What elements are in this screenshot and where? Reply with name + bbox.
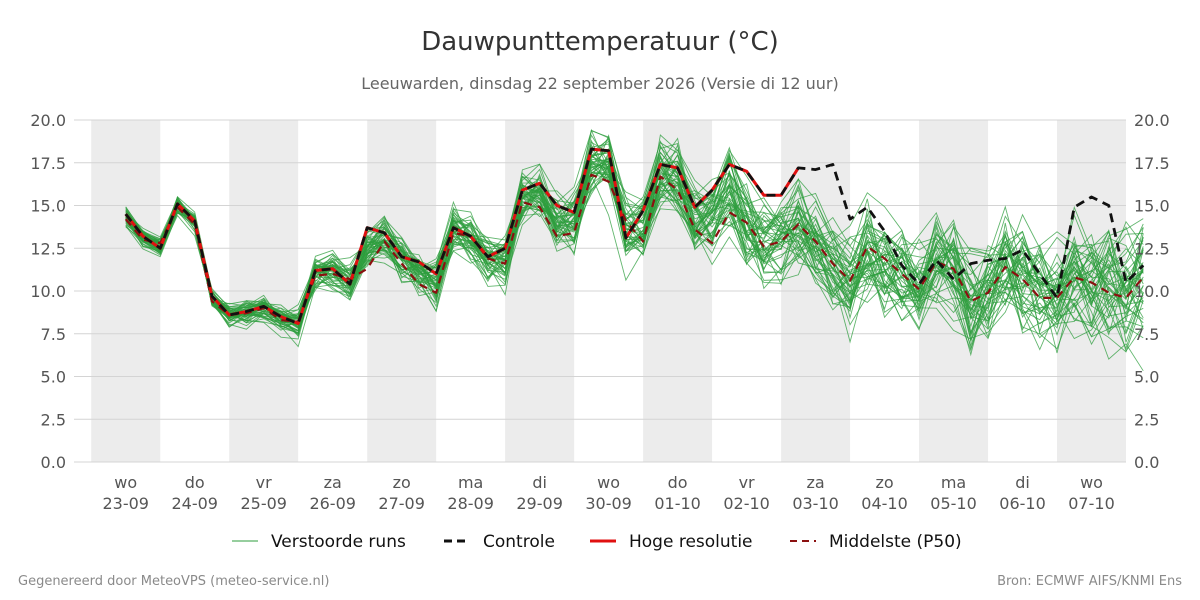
y-tick-label-right: 2.5 (1134, 410, 1159, 429)
y-tick-label-right: 5.0 (1134, 368, 1159, 387)
legend: Verstoorde runs Controle Hoge resolutie … (232, 532, 962, 552)
ensemble-member-line (125, 164, 1144, 343)
legend-p50-label: Middelste (P50) (829, 532, 962, 552)
x-tick-date: 25-09 (240, 494, 287, 513)
x-tick-day: zo (875, 473, 893, 492)
chart-subtitle: Leeuwarden, dinsdag 22 september 2026 (V… (361, 74, 839, 93)
ensemble-member-line (125, 157, 1144, 329)
ensemble-member-line (125, 152, 1144, 326)
y-tick-label: 20.0 (30, 111, 66, 130)
main-series-lines (124, 147, 1145, 325)
y-tick-label: 12.5 (30, 239, 66, 258)
ensemble-member-line (125, 148, 1144, 331)
x-tick-day: ma (941, 473, 966, 492)
x-tick-date: 05-10 (930, 494, 977, 513)
y-tick-label: 7.5 (41, 325, 66, 344)
y-tick-label-right: 7.5 (1134, 325, 1159, 344)
x-tick-day: za (806, 473, 824, 492)
ensemble-member-line (125, 155, 1144, 372)
x-tick-date: 03-10 (792, 494, 839, 513)
x-tick-day: ma (458, 473, 483, 492)
chart-title: Dauwpunttemperatuur (°C) (421, 27, 779, 57)
x-tick-date: 01-10 (654, 494, 701, 513)
x-tick-day: za (324, 473, 342, 492)
x-tick-day: di (1015, 473, 1030, 492)
x-tick-day: do (668, 473, 688, 492)
ensemble-member-line (125, 158, 1144, 320)
x-tick-day: di (532, 473, 547, 492)
x-tick-date: 28-09 (447, 494, 494, 513)
ensemble-member-line (125, 155, 1144, 348)
x-tick-date: 24-09 (171, 494, 218, 513)
x-tick-date: 07-10 (1068, 494, 1115, 513)
y-axis-left: 0.0 2.5 5.0 7.5 10.0 12.5 15.0 17.5 20.0 (30, 111, 66, 472)
ensemble-member-line (125, 151, 1144, 320)
y-tick-label-right: 0.0 (1134, 453, 1159, 472)
legend-ensemble-label: Verstoorde runs (271, 532, 406, 552)
x-tick-date: 26-09 (309, 494, 356, 513)
y-tick-label: 15.0 (30, 197, 66, 216)
x-tick-day: wo (114, 473, 137, 492)
y-tick-label: 5.0 (41, 368, 66, 387)
x-tick-day: zo (393, 473, 411, 492)
ensemble-member-line (125, 149, 1144, 331)
x-tick-date: 30-09 (585, 494, 632, 513)
footer-source: Bron: ECMWF AIFS/KNMI Ens (997, 574, 1182, 589)
x-tick-date: 29-09 (516, 494, 563, 513)
x-tick-date: 23-09 (102, 494, 149, 513)
y-tick-label-right: 10.0 (1134, 282, 1170, 301)
control-line (124, 147, 1145, 325)
y-tick-label: 17.5 (30, 154, 66, 173)
x-tick-day: vr (739, 473, 755, 492)
ensemble-member-line (125, 151, 1144, 347)
x-tick-day: do (185, 473, 205, 492)
y-tick-label-right: 20.0 (1134, 111, 1170, 130)
y-tick-label-right: 12.5 (1134, 239, 1170, 258)
x-tick-date: 27-09 (378, 494, 425, 513)
x-tick-date: 02-10 (723, 494, 770, 513)
y-tick-label: 0.0 (41, 453, 66, 472)
x-tick-date: 06-10 (999, 494, 1046, 513)
y-tick-label: 2.5 (41, 410, 66, 429)
y-tick-label-right: 15.0 (1134, 197, 1170, 216)
x-tick-day: wo (1080, 473, 1103, 492)
ensemble-member-line (125, 157, 1144, 332)
gridlines (74, 119, 1126, 463)
x-tick-day: vr (256, 473, 272, 492)
x-tick-day: wo (597, 473, 620, 492)
y-axis-right: 0.0 2.5 5.0 7.5 10.0 12.5 15.0 17.5 20.0 (1134, 111, 1170, 472)
footer-credit: Gegenereerd door MeteoVPS (meteo-service… (18, 574, 329, 589)
x-axis: wo 23-09 do 24-09 vr 25-09 za 26-09 zo 27-09 ma 28-… (102, 473, 1114, 513)
y-tick-label-right: 17.5 (1134, 154, 1170, 173)
x-tick-date: 04-10 (861, 494, 908, 513)
y-tick-label: 10.0 (30, 282, 66, 301)
legend-control-label: Controle (483, 532, 555, 552)
ensemble-member-line (125, 142, 1144, 325)
legend-highres-label: Hoge resolutie (629, 532, 753, 552)
